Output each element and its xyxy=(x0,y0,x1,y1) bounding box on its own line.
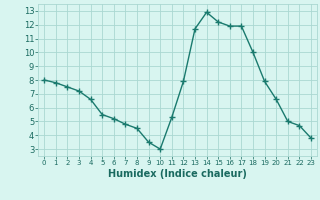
X-axis label: Humidex (Indice chaleur): Humidex (Indice chaleur) xyxy=(108,169,247,179)
